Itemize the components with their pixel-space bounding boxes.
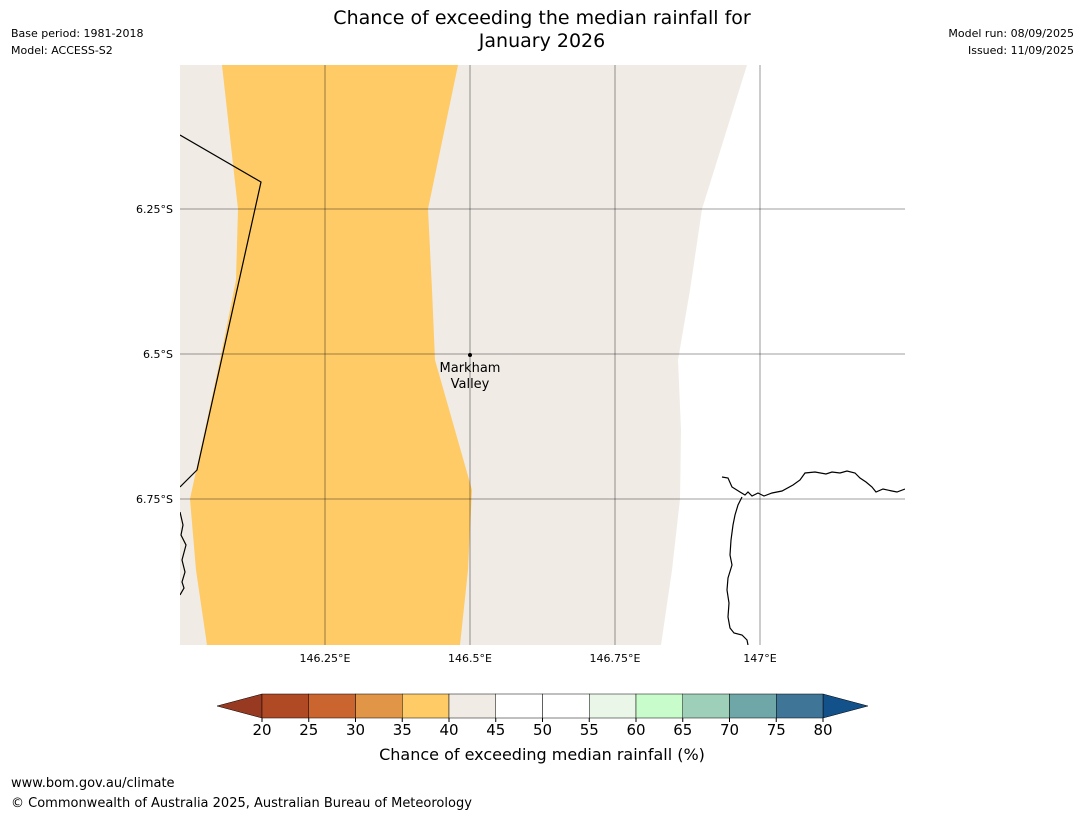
colorbar-segment-40-45: [448, 693, 496, 719]
colorbar-segment-55-60: [589, 693, 637, 719]
colorbar-segment-65-70: [682, 693, 730, 719]
base-period-text: Base period: 1981-2018: [11, 27, 144, 40]
map-boundaries: [180, 134, 905, 645]
colorbar-tick-label-25: 25: [299, 721, 318, 739]
colorbar-tick-label-20: 20: [252, 721, 271, 739]
place-label-line-2: Valley: [451, 377, 490, 392]
coastline-west: [180, 511, 187, 596]
colorbar-label: Chance of exceeding median rainfall (%): [379, 745, 705, 764]
zone-35-40: [190, 65, 472, 645]
lon-label-3: 146.75°E: [590, 652, 641, 665]
colorbar-segment-60-65: [635, 693, 683, 719]
place-marker: [468, 353, 472, 357]
longitude-labels: 146.25°E 146.5°E 146.75°E 147°E: [300, 652, 777, 665]
place-label-line-1: Markham: [440, 361, 501, 376]
metadata-left: Base period: 1981-2018 Model: ACCESS-S2: [11, 25, 143, 59]
colorbar-segments: [261, 693, 824, 719]
lat-label-2: 6.5°S: [143, 348, 173, 361]
colorbar-segment-20-25: [261, 693, 309, 719]
colorbar: 20 25 30 35 40 45 50 55 60 65 70 75 80: [216, 693, 869, 739]
colorbar-tick-label-35: 35: [393, 721, 412, 739]
colorbar-ticks: 20 25 30 35 40 45 50 55 60 65 70 75 80: [252, 718, 833, 739]
province-boundary: [180, 134, 262, 488]
lon-label-2: 146.5°E: [448, 652, 492, 665]
map-title: Chance of exceeding the median rainfall …: [242, 7, 842, 53]
colorbar-tick-label-50: 50: [533, 721, 552, 739]
footer-url: www.bom.gov.au/climate: [11, 776, 175, 791]
colorbar-tick-label-30: 30: [346, 721, 365, 739]
colorbar-segment-35-40: [402, 693, 450, 719]
metadata-right: Model run: 08/09/2025 Issued: 11/09/2025: [948, 25, 1074, 59]
coastline-east-river: [726, 496, 749, 645]
title-line-2: January 2026: [478, 30, 606, 52]
model-text: Model: ACCESS-S2: [11, 44, 113, 57]
colorbar-tick-label-80: 80: [813, 721, 832, 739]
colorbar-segment-30-35: [355, 693, 403, 719]
colorbar-under-arrow: [216, 693, 263, 719]
colorbar-segment-45-50: [495, 693, 543, 719]
lon-label-1: 146.25°E: [300, 652, 351, 665]
colorbar-tick-label-60: 60: [626, 721, 645, 739]
colorbar-tick-label-40: 40: [439, 721, 458, 739]
lon-label-4: 147°E: [743, 652, 776, 665]
colorbar-segment-70-75: [729, 693, 777, 719]
colorbar-segment-50-55: [542, 693, 590, 719]
model-run-text: Model run: 08/09/2025: [948, 27, 1074, 40]
colorbar-over-arrow: [822, 693, 869, 719]
footer-copyright: © Commonwealth of Australia 2025, Austra…: [11, 796, 472, 811]
title-line-1: Chance of exceeding the median rainfall …: [333, 7, 751, 29]
colorbar-tick-label-75: 75: [767, 721, 786, 739]
coastline-gulf: [721, 470, 905, 497]
map-area: Markham Valley: [180, 65, 905, 645]
colorbar-segment-25-30: [308, 693, 356, 719]
colorbar-tick-label-55: 55: [580, 721, 599, 739]
colorbar-tick-label-45: 45: [486, 721, 505, 739]
latitude-labels: 6.25°S 6.5°S 6.75°S: [136, 203, 173, 506]
colorbar-tick-label-65: 65: [673, 721, 692, 739]
lat-label-1: 6.25°S: [136, 203, 173, 216]
lat-label-3: 6.75°S: [136, 493, 173, 506]
colorbar-segment-75-80: [776, 693, 824, 719]
colorbar-tick-label-70: 70: [720, 721, 739, 739]
footer: www.bom.gov.au/climate © Commonwealth of…: [11, 774, 472, 814]
issued-text: Issued: 11/09/2025: [967, 44, 1074, 57]
